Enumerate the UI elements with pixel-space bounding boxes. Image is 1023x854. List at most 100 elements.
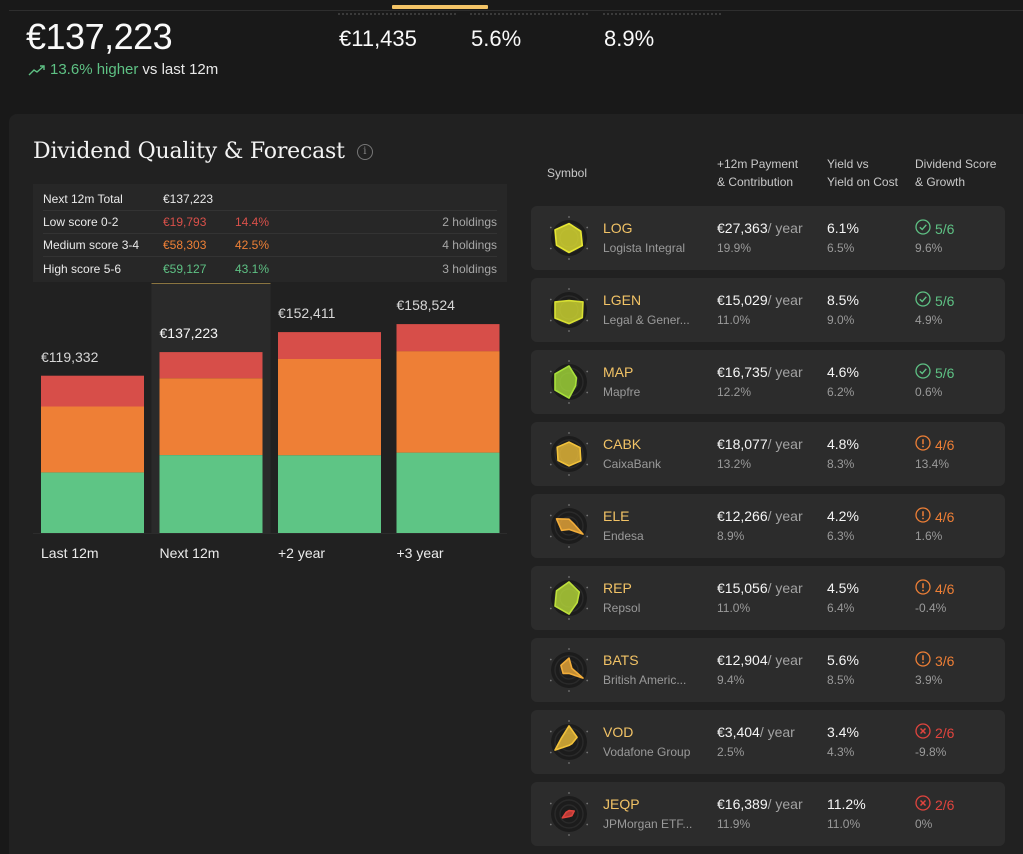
holding-score: 4/6 (915, 435, 954, 454)
holding-score: 5/6 (915, 363, 954, 382)
summary-row-high[interactable]: High score 5-6 €59,127 43.1% 3 holdings (43, 257, 497, 280)
bar-segment-high-score-5-6[interactable] (396, 452, 500, 533)
holding-symbol[interactable]: REP (603, 580, 632, 596)
payment-value: €18,077 (717, 436, 768, 452)
holding-contribution: 2.5% (717, 745, 745, 759)
holding-symbol[interactable]: BATS (603, 652, 639, 668)
bar-segment-medium-score-3-4[interactable] (159, 378, 263, 455)
score-value: 2/6 (935, 796, 955, 813)
holding-payment: €3,404/ year (717, 724, 795, 740)
holding-growth: 0% (915, 817, 933, 831)
holding-payment: €16,735/ year (717, 364, 803, 380)
x-circle-icon (915, 723, 931, 739)
payment-period: / year (759, 724, 795, 740)
summary-row-total: Next 12m Total €137,223 (43, 188, 497, 211)
holding-symbol[interactable]: VOD (603, 724, 634, 740)
bar-segment-high-score-5-6[interactable] (278, 455, 381, 533)
holding-growth: 3.9% (915, 673, 943, 687)
score-value: 4/6 (935, 508, 955, 525)
header-score-line1: Dividend Score (915, 157, 997, 171)
stat-yield[interactable]: 5.6% (471, 26, 522, 51)
x-axis-label[interactable]: Next 12m (159, 545, 220, 561)
holding-growth: 13.4% (915, 457, 950, 471)
summary-label: Next 12m Total (43, 192, 123, 206)
check-circle-icon (915, 363, 931, 379)
holding-payment: €16,389/ year (717, 796, 803, 812)
bar-segment-low-score-0-2[interactable] (396, 324, 500, 352)
holding-row[interactable]: LGEN Legal & Gener... €15,029/ year 11.0… (531, 278, 1005, 342)
bar-segment-medium-score-3-4[interactable] (41, 406, 144, 473)
payment-period: / year (767, 796, 803, 812)
holding-payment: €27,363/ year (717, 220, 803, 236)
holding-symbol[interactable]: JEQP (603, 796, 640, 812)
bar-segment-low-score-0-2[interactable] (41, 375, 144, 407)
summary-row-medium[interactable]: Medium score 3-4 €58,303 42.5% 4 holding… (43, 234, 497, 257)
x-axis-label[interactable]: +2 year (278, 545, 326, 561)
header-yield[interactable]: Yield vs Yield on Cost (827, 155, 898, 191)
holding-row[interactable]: ELE Endesa €12,266/ year 8.9% 4.2% 6.3% … (531, 494, 1005, 558)
payment-period: / year (767, 436, 803, 452)
payment-period: / year (767, 508, 803, 524)
stat-yield-on-cost[interactable]: 8.9% (604, 26, 655, 51)
header-score[interactable]: Dividend Score & Growth (915, 155, 996, 191)
header-payment[interactable]: +12m Payment & Contribution (717, 155, 798, 191)
payment-period: / year (767, 580, 803, 596)
holding-name: British Americ... (603, 673, 687, 687)
holding-yield-on-cost: 4.3% (827, 745, 855, 759)
holding-row[interactable]: CABK CaixaBank €18,077/ year 13.2% 4.8% … (531, 422, 1005, 486)
header-symbol[interactable]: Symbol (547, 166, 588, 180)
summary-amount: €58,303 (163, 238, 207, 252)
top-divider (9, 10, 1023, 11)
holding-symbol[interactable]: MAP (603, 364, 634, 380)
payment-value: €15,056 (717, 580, 768, 596)
holding-score: 4/6 (915, 579, 954, 598)
x-axis-label[interactable]: +3 year (396, 545, 444, 561)
summary-row-low[interactable]: Low score 0-2 €19,793 14.4% 2 holdings (43, 211, 497, 234)
dividend-radar-icon (549, 648, 589, 692)
bar-segment-high-score-5-6[interactable] (41, 472, 144, 533)
holding-growth: -9.8% (915, 745, 947, 759)
holding-symbol[interactable]: ELE (603, 508, 630, 524)
holding-row[interactable]: VOD Vodafone Group €3,404/ year 2.5% 3.4… (531, 710, 1005, 774)
stat-monthly[interactable]: €11,435 (339, 26, 417, 51)
holding-symbol[interactable]: LOG (603, 220, 633, 236)
summary-holdings: 3 holdings (442, 261, 497, 276)
holding-contribution: 8.9% (717, 529, 745, 543)
bar-segment-medium-score-3-4[interactable] (278, 359, 381, 456)
bar-segment-low-score-0-2[interactable] (159, 352, 263, 379)
holding-symbol[interactable]: CABK (603, 436, 642, 452)
holding-row[interactable]: REP Repsol €15,056/ year 11.0% 4.5% 6.4%… (531, 566, 1005, 630)
x-axis-label[interactable]: Last 12m (41, 545, 99, 561)
holding-yield-on-cost: 11.0% (827, 817, 861, 831)
holding-row[interactable]: JEQP JPMorgan ETF... €16,389/ year 11.9%… (531, 782, 1005, 846)
bar-segment-low-score-0-2[interactable] (278, 332, 381, 359)
holding-payment: €12,266/ year (717, 508, 803, 524)
summary-amount: €59,127 (163, 261, 207, 276)
holding-row[interactable]: MAP Mapfre €16,735/ year 12.2% 4.6% 6.2%… (531, 350, 1005, 414)
holding-symbol[interactable]: LGEN (603, 292, 642, 308)
holding-yield-on-cost: 9.0% (827, 313, 855, 327)
holding-row[interactable]: BATS British Americ... €12,904/ year 9.4… (531, 638, 1005, 702)
holding-contribution: 12.2% (717, 385, 752, 399)
score-value: 4/6 (935, 580, 955, 597)
alert-circle-icon (915, 651, 931, 667)
holding-growth: 1.6% (915, 529, 943, 543)
stat-underline (603, 13, 721, 15)
header-yield-line2: Yield on Cost (827, 175, 898, 189)
bar-segment-high-score-5-6[interactable] (159, 455, 263, 533)
dividend-radar-icon (549, 360, 589, 404)
payment-period: / year (767, 292, 803, 308)
bar-segment-medium-score-3-4[interactable] (396, 351, 500, 453)
dividend-radar-icon (549, 432, 589, 476)
summary-percent: 14.4% (235, 215, 270, 229)
active-tab-indicator (392, 5, 488, 9)
score-value: 5/6 (935, 292, 955, 309)
info-icon[interactable]: i (356, 143, 373, 160)
score-summary-table: Next 12m Total €137,223 Low score 0-2 €1… (33, 184, 507, 282)
holding-yield: 6.1% (827, 220, 859, 236)
payment-value: €27,363 (717, 220, 768, 236)
summary-holdings: 4 holdings (442, 238, 497, 252)
holding-score: 5/6 (915, 291, 954, 310)
alert-circle-icon (915, 579, 931, 595)
holding-row[interactable]: LOG Logista Integral €27,363/ year 19.9%… (531, 206, 1005, 270)
